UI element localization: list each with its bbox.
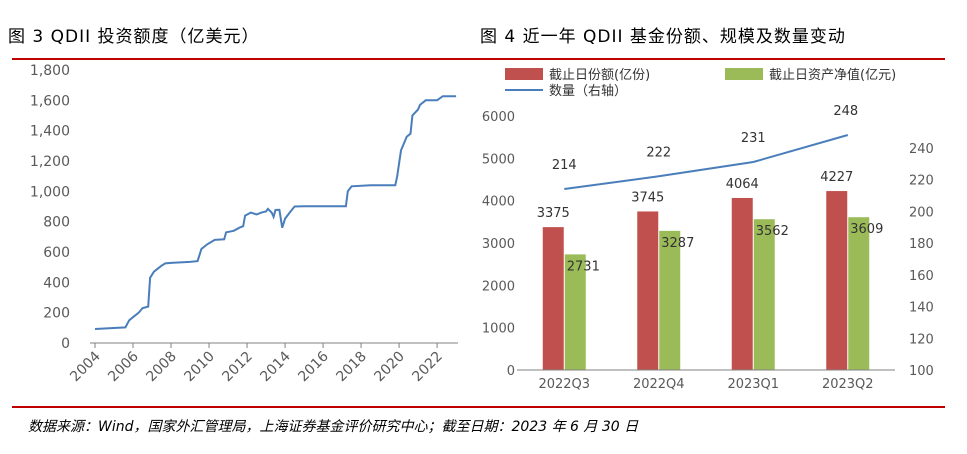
bar-shares bbox=[637, 211, 659, 370]
legend-label-nav: 截止日资产净值(亿元) bbox=[769, 67, 896, 83]
bar-nav-label: 3287 bbox=[661, 236, 694, 251]
left-x-tick-label: 2006 bbox=[105, 348, 142, 385]
left-y-tick-label: 1,400 bbox=[30, 124, 70, 140]
left-y-tick-label: 400 bbox=[43, 275, 70, 291]
bar-nav-label: 3609 bbox=[850, 222, 883, 237]
bar-shares bbox=[731, 197, 753, 370]
left-y-tick-label: 1,000 bbox=[30, 184, 70, 200]
bar-nav bbox=[753, 219, 775, 370]
right-y2-tick-label: 120 bbox=[909, 332, 934, 347]
source-note: 数据来源：Wind，国家外汇管理局，上海证券基金评价研究中心；截至日期：2023… bbox=[28, 419, 639, 435]
right-y-tick-label: 3000 bbox=[482, 237, 515, 252]
right-y2-tick-label: 200 bbox=[909, 205, 934, 220]
left-x-tick-label: 2010 bbox=[181, 349, 218, 386]
bar-nav bbox=[848, 217, 870, 370]
right-y-tick-label: 2000 bbox=[482, 279, 515, 294]
bar-nav bbox=[564, 254, 586, 370]
left-x-tick-label: 2008 bbox=[143, 349, 180, 386]
legend-swatch-shares bbox=[505, 68, 543, 80]
left-x-tick-label: 2012 bbox=[219, 349, 256, 386]
left-y-tick-label: 0 bbox=[61, 336, 70, 352]
count-line-label: 214 bbox=[552, 158, 577, 173]
left-y-tick-label: 1,200 bbox=[30, 154, 70, 170]
left-y-tick-label: 1,600 bbox=[30, 93, 70, 109]
bar-nav bbox=[659, 230, 681, 370]
right-x-tick-label: 2023Q2 bbox=[822, 377, 874, 392]
legend-label-count: 数量（右轴） bbox=[549, 84, 627, 99]
bar-shares bbox=[542, 227, 564, 370]
right-y-tick-label: 0 bbox=[507, 364, 515, 379]
right-y2-tick-label: 180 bbox=[909, 237, 934, 252]
right-y-tick-label: 5000 bbox=[482, 152, 515, 167]
left-y-tick-label: 600 bbox=[43, 245, 70, 261]
left-x-tick-label: 2018 bbox=[333, 349, 370, 386]
bar-shares-label: 4227 bbox=[820, 170, 853, 185]
right-combo-chart: 截止日份额(亿份) 截止日资产净值(亿元) 数量（右轴） 0 1000 2000 3000… bbox=[482, 67, 934, 392]
left-x-tick-label: 2016 bbox=[295, 348, 332, 385]
legend-swatch-nav bbox=[725, 68, 763, 80]
bar-shares-label: 4064 bbox=[726, 177, 759, 192]
right-x-tick-label: 2022Q4 bbox=[633, 377, 685, 392]
count-line-label: 222 bbox=[646, 145, 671, 160]
left-figure-title: 图 3 QDII 投资额度（亿美元） bbox=[8, 27, 260, 47]
left-y-tick-label: 1,800 bbox=[30, 63, 70, 79]
bar-shares-label: 3375 bbox=[537, 206, 570, 221]
bottom-red-rule bbox=[12, 406, 945, 408]
top-red-rule bbox=[12, 58, 945, 60]
right-y-tick-label: 1000 bbox=[482, 322, 515, 337]
left-x-tick-label: 2004 bbox=[67, 348, 104, 385]
right-y2-tick-label: 220 bbox=[909, 174, 934, 189]
bar-nav-label: 3562 bbox=[756, 224, 789, 239]
right-x-tick-label: 2022Q3 bbox=[538, 377, 590, 392]
right-y2-tick-label: 160 bbox=[909, 269, 934, 284]
right-y2-tick-label: 100 bbox=[909, 364, 934, 379]
count-line-label: 231 bbox=[741, 131, 766, 146]
left-y-tick-label: 800 bbox=[43, 215, 70, 231]
left-x-tick-label: 2020 bbox=[371, 349, 408, 386]
right-figure-title: 图 4 近一年 QDII 基金份额、规模及数量变动 bbox=[480, 27, 846, 47]
left-line-chart: 0 200 400 600 800 1,000 1,200 1,400 1,600 1,800 2… bbox=[30, 63, 458, 386]
left-x-tick-label: 2014 bbox=[257, 348, 294, 385]
legend-label-shares: 截止日份额(亿份) bbox=[549, 68, 650, 83]
right-y2-tick-label: 240 bbox=[909, 142, 934, 157]
left-y-tick-label: 200 bbox=[43, 306, 70, 322]
right-y-tick-label: 4000 bbox=[482, 195, 515, 210]
bar-nav-label: 2731 bbox=[567, 259, 600, 274]
left-series-line bbox=[94, 95, 457, 330]
right-y2-tick-label: 140 bbox=[909, 301, 934, 316]
left-x-tick-label: 2022 bbox=[409, 349, 446, 386]
right-x-tick-label: 2023Q1 bbox=[727, 377, 779, 392]
right-y-tick-label: 6000 bbox=[482, 110, 515, 125]
right-count-line bbox=[564, 134, 849, 190]
bar-shares-label: 3745 bbox=[631, 190, 664, 205]
count-line-label: 248 bbox=[833, 104, 858, 119]
bar-shares bbox=[826, 191, 848, 370]
